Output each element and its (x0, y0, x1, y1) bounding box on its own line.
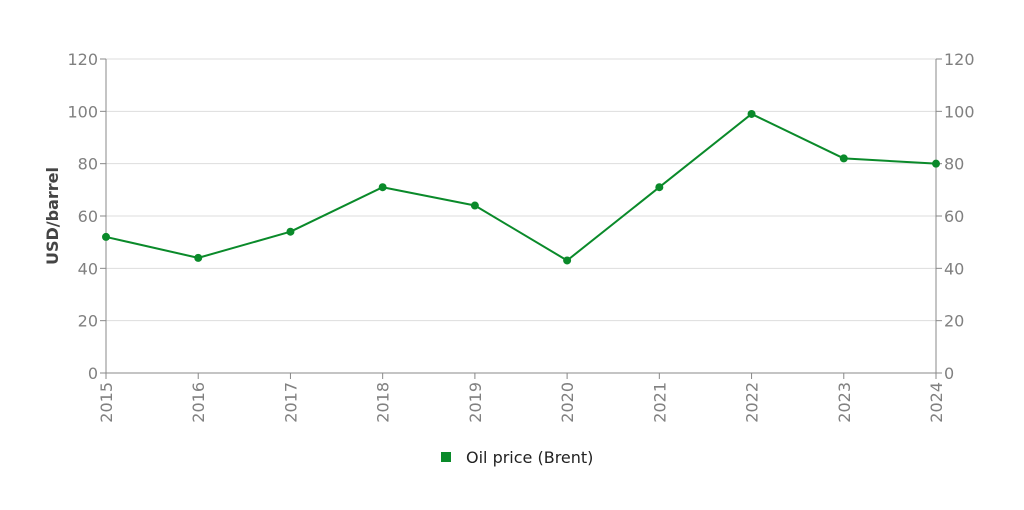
data-point (839, 154, 848, 163)
y-tick-label-left: 100 (67, 102, 98, 121)
y-tick-labels-right: 0 20 40 60 80 100 120 (944, 50, 975, 383)
series-layer (102, 109, 940, 265)
y-tick-label-right: 20 (944, 312, 964, 331)
y-tick-label-left: 80 (78, 155, 98, 174)
data-point (378, 183, 387, 192)
y-tick-label-left: 40 (78, 259, 98, 278)
x-tick-label: 2019 (466, 382, 485, 423)
data-point (470, 201, 479, 210)
data-point (194, 253, 203, 262)
legend-swatch (441, 452, 451, 462)
x-tick-label: 2017 (281, 382, 300, 423)
y-tick-label-left: 60 (78, 207, 98, 226)
y-tick-labels-left: 0 20 40 60 80 100 120 (67, 50, 98, 383)
y-tick-label-right: 0 (944, 364, 954, 383)
x-tick-label: 2015 (97, 382, 116, 423)
x-tick-label: 2018 (374, 382, 393, 423)
y-tick-label-left: 0 (88, 364, 98, 383)
series-line (105, 112, 937, 262)
x-tick-label: 2024 (927, 382, 946, 423)
legend-label: Oil price (Brent) (466, 448, 593, 467)
x-tick-label: 2020 (558, 382, 577, 423)
data-point (932, 159, 940, 168)
x-tick-labels: 2015 2016 2017 2018 2019 2020 2021 2022 2023 2024 (97, 382, 946, 423)
data-point (747, 109, 756, 118)
y-tick-label-right: 100 (944, 102, 975, 121)
y-tick-label-left: 20 (78, 312, 98, 331)
x-tick-label: 2023 (835, 382, 854, 423)
y-tick-label-right: 80 (944, 155, 964, 174)
y-axis-title: USD/barrel (43, 167, 62, 265)
data-point (655, 183, 664, 192)
x-tick-label: 2021 (650, 382, 669, 423)
y-tick-label-left: 120 (67, 50, 98, 69)
data-point (286, 227, 295, 236)
data-point (102, 232, 110, 241)
legend: Oil price (Brent) (441, 448, 593, 467)
gridlines (106, 58, 936, 322)
data-point (563, 256, 572, 265)
axis-ticks (100, 58, 942, 379)
y-tick-label-right: 120 (944, 50, 975, 69)
x-tick-label: 2022 (743, 382, 762, 423)
y-tick-label-right: 40 (944, 259, 964, 278)
y-tick-label-right: 60 (944, 207, 964, 226)
x-tick-label: 2016 (189, 382, 208, 423)
